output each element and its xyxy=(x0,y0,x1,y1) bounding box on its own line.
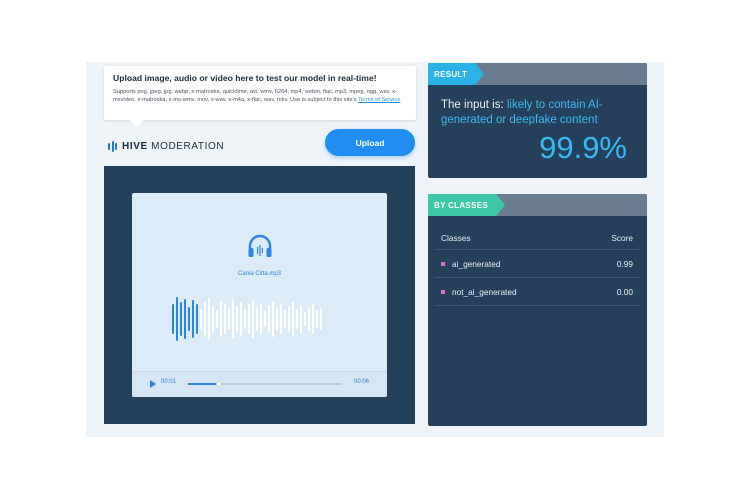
audio-preview: Cania Citta.mp3 00:01 00:06 xyxy=(132,193,387,397)
play-icon[interactable] xyxy=(150,380,156,388)
terms-of-service-link[interactable]: Terms of Service xyxy=(358,97,401,103)
result-prefix: The input is: xyxy=(441,99,507,111)
classes-table-header: Classes Score xyxy=(434,226,640,250)
logo-text-bold: HIVE xyxy=(122,140,148,152)
score-column-header: Score xyxy=(611,232,633,243)
duration-time: 00:06 xyxy=(353,379,369,385)
upload-info-description: Supports png, jpeg, jpg, webp, x-matrosk… xyxy=(113,88,407,104)
classes-tag: BY CLASSES xyxy=(428,194,505,216)
class-score: 0.99 xyxy=(616,258,633,269)
result-tag: RESULT xyxy=(428,63,485,85)
hive-moderation-logo: HIVE MODERATION xyxy=(108,139,224,153)
class-color-swatch xyxy=(441,261,445,266)
audio-file-name: Cania Citta.mp3 xyxy=(237,271,282,277)
classes-panel-header: BY CLASSES xyxy=(428,194,647,216)
class-color-swatch xyxy=(441,289,445,294)
hive-logo-icon xyxy=(108,140,117,152)
audio-waveform[interactable] xyxy=(170,297,350,341)
seek-bar-progress xyxy=(188,383,219,385)
current-time: 00:01 xyxy=(161,379,177,385)
class-score: 0.00 xyxy=(616,286,633,297)
table-row: not_ai_generated 0.00 xyxy=(434,278,640,306)
class-label: not_ai_generated xyxy=(452,286,517,297)
seek-bar-thumb[interactable] xyxy=(215,381,222,387)
classes-column-header: Classes xyxy=(441,232,471,243)
result-panel: RESULT The input is: likely to contain A… xyxy=(428,63,647,178)
headphones-icon xyxy=(248,234,272,257)
class-label: ai_generated xyxy=(452,258,501,269)
result-verdict-text: likely to contain AI-generated or deepfa… xyxy=(441,99,603,126)
supported-formats-text: Supports png, jpeg, jpg, webp, x-matrosk… xyxy=(113,89,397,103)
table-row: ai_generated 0.99 xyxy=(434,250,640,278)
seek-bar[interactable] xyxy=(188,381,342,387)
logo-text-light: MODERATION xyxy=(151,140,225,152)
result-verdict: The input is: likely to contain AI-gener… xyxy=(441,98,637,128)
result-score: 99.9% xyxy=(539,130,627,165)
upload-button[interactable]: Upload xyxy=(325,129,415,156)
upload-info-card: Upload image, audio or video here to tes… xyxy=(104,66,416,127)
upload-info-title: Upload image, audio or video here to tes… xyxy=(113,73,377,83)
classes-panel: BY CLASSES Classes Score ai_generated 0.… xyxy=(428,194,647,426)
classes-table: Classes Score ai_generated 0.99 not_ai_g… xyxy=(434,226,640,306)
result-panel-header: RESULT xyxy=(428,63,647,85)
audio-player-controls: 00:01 00:06 xyxy=(132,371,387,397)
